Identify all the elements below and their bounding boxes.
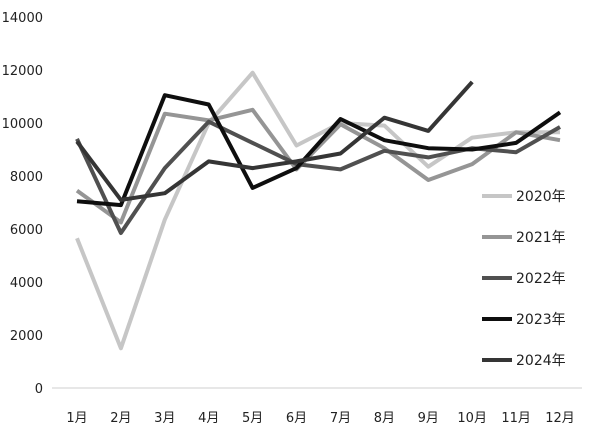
legend-label-1: 2020年 (516, 189, 566, 205)
y-tick-label: 12000 (2, 64, 43, 79)
y-tick-label: 0 (35, 382, 43, 397)
legend-label-4: 2023年 (516, 312, 566, 328)
legend-label-5: 2024年 (516, 353, 566, 369)
x-tick-label: 10月 (457, 411, 487, 426)
legend-label-3: 2022年 (516, 271, 566, 287)
x-axis-ticks: 1月 2月 3月 4月 5月 6月 7月 8月 9月 10月 11月 12月 (66, 411, 574, 426)
y-tick-label: 10000 (2, 117, 43, 132)
x-tick-label: 7月 (330, 411, 351, 426)
y-tick-label: 14000 (2, 11, 43, 26)
x-tick-label: 1月 (66, 411, 87, 426)
series-line-5 (75, 80, 474, 202)
legend: 2020年 2021年 2022年 2023年 2024年 (482, 189, 566, 369)
y-tick-label: 2000 (10, 329, 43, 344)
legend-label-2: 2021年 (516, 230, 566, 246)
series-line-2 (75, 107, 561, 225)
x-tick-label: 4月 (198, 411, 219, 426)
x-tick-label: 3月 (154, 411, 175, 426)
series-lines (75, 70, 562, 351)
y-axis-ticks: 0 2000 4000 6000 8000 10000 12000 14000 (2, 11, 43, 397)
x-tick-label: 2月 (110, 411, 131, 426)
series-line-1 (75, 70, 560, 351)
y-tick-label: 4000 (10, 276, 43, 291)
x-tick-label: 8月 (374, 411, 395, 426)
x-tick-label: 5月 (242, 411, 263, 426)
x-tick-label: 6月 (286, 411, 307, 426)
x-tick-label: 12月 (545, 411, 575, 426)
y-tick-label: 6000 (10, 223, 43, 238)
series-line-4 (76, 93, 562, 208)
y-tick-label: 8000 (10, 170, 43, 185)
x-tick-label: 11月 (501, 411, 531, 426)
x-tick-label: 9月 (418, 411, 439, 426)
